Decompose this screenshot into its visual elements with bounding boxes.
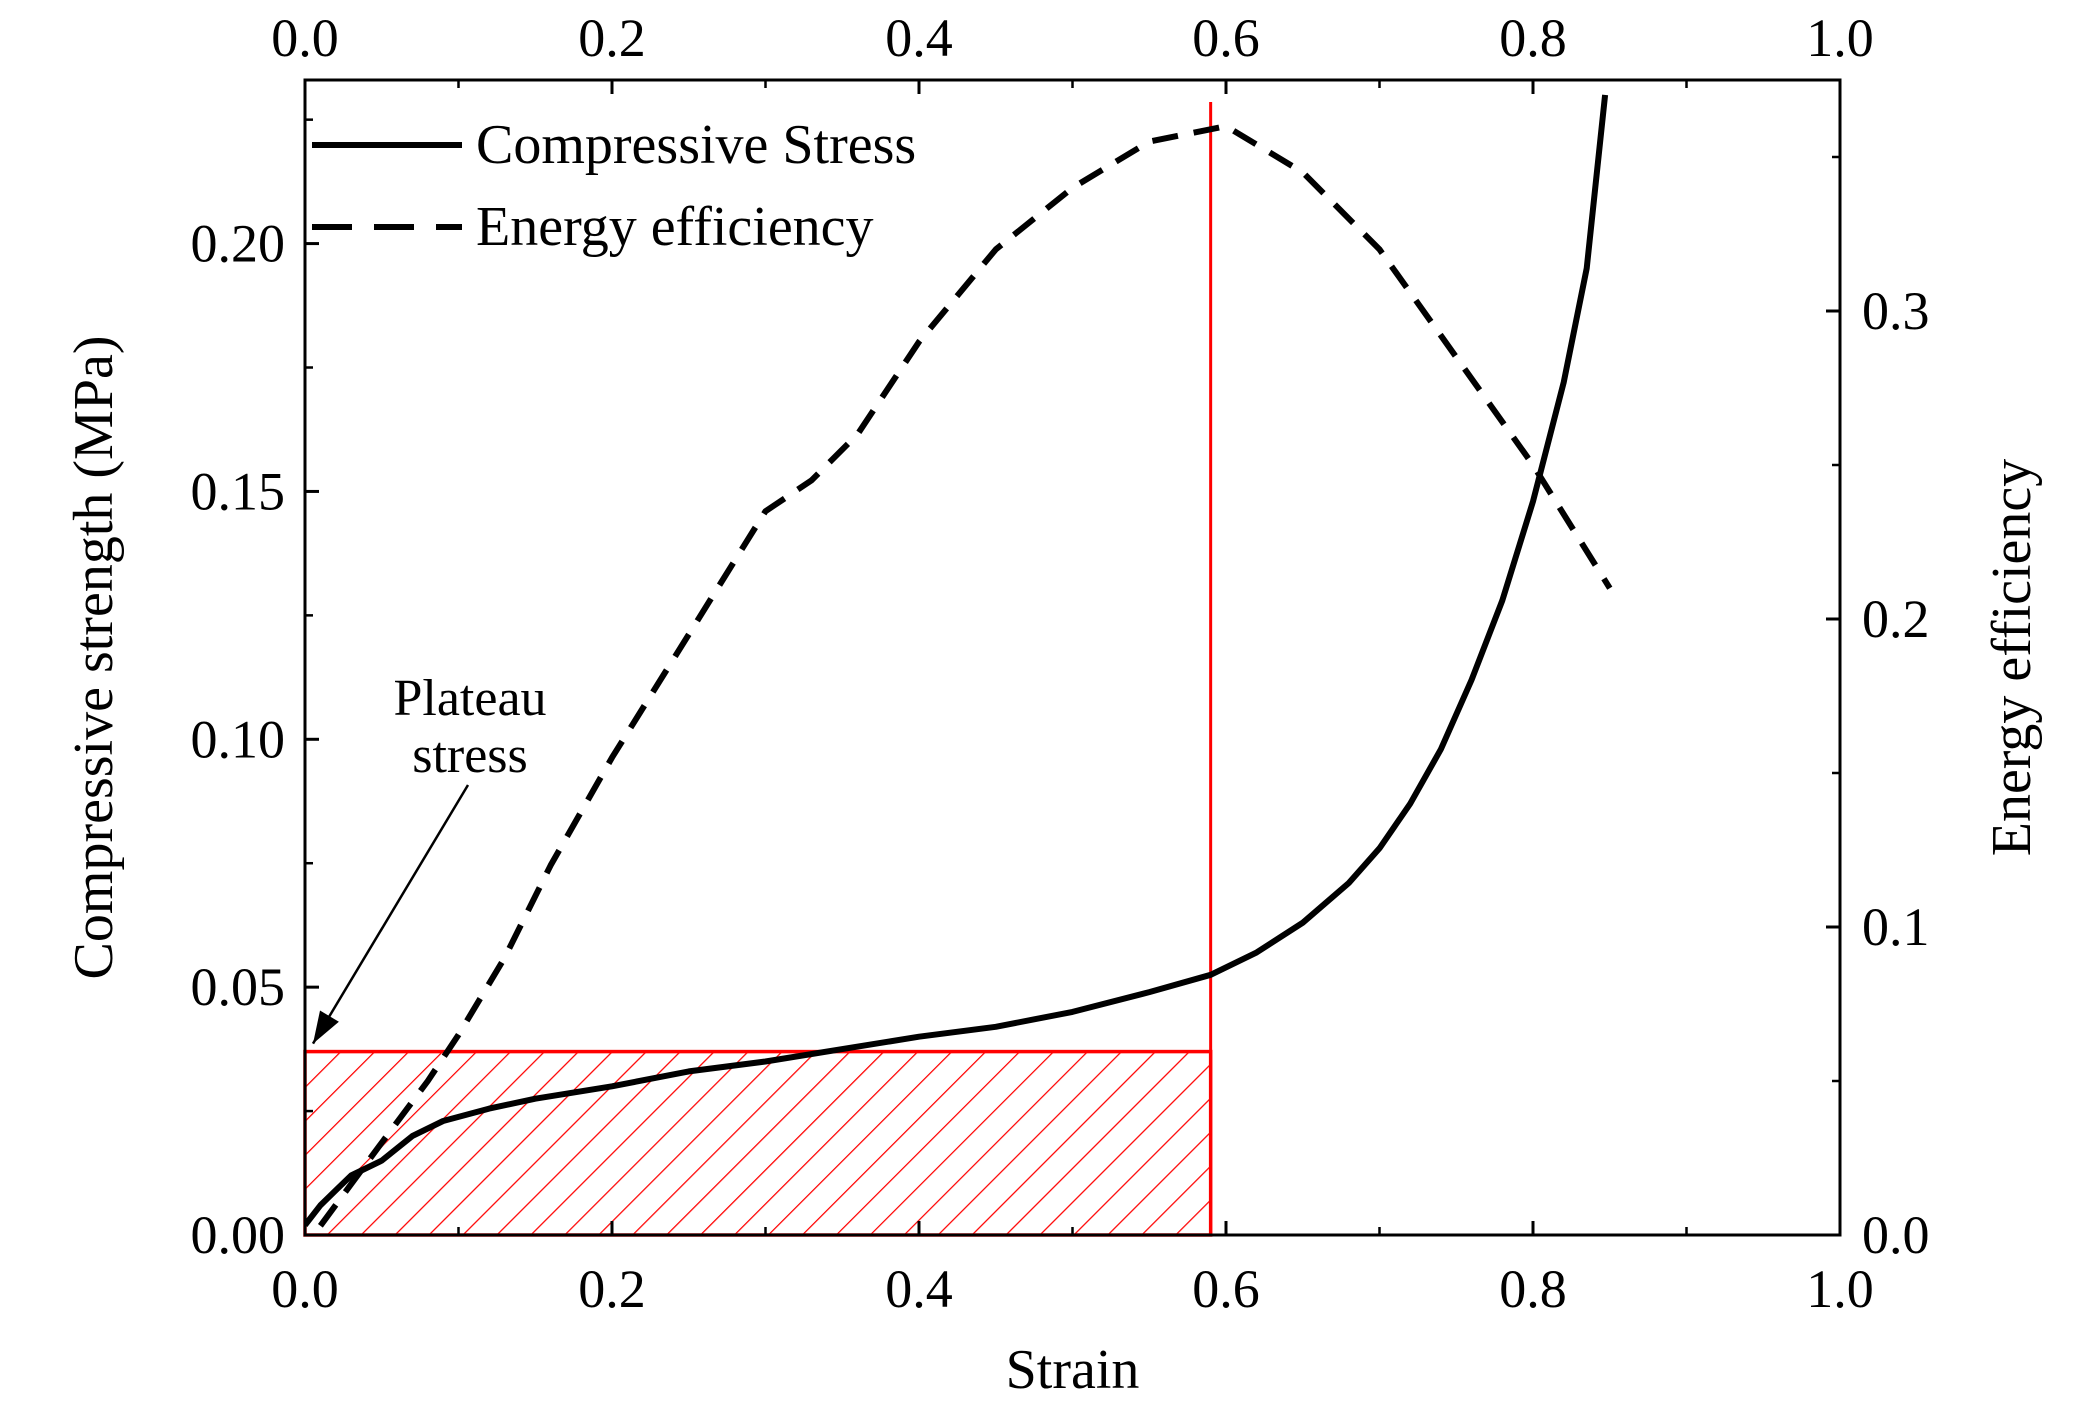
plateau-region bbox=[303, 1049, 1213, 1237]
y-tick-label: 0.15 bbox=[191, 461, 286, 521]
x-tick-label: 0.4 bbox=[885, 1259, 953, 1319]
x-top-tick-label: 0.2 bbox=[578, 8, 646, 68]
x-tick-label: 0.6 bbox=[1192, 1259, 1260, 1319]
annotation-line-1: Plateau bbox=[393, 670, 546, 727]
y-tick-label: 0.05 bbox=[191, 957, 286, 1017]
x-top-tick-label: 0.4 bbox=[885, 8, 953, 68]
y2-tick-label: 0.1 bbox=[1862, 897, 1930, 957]
x-tick-label: 0.8 bbox=[1499, 1259, 1567, 1319]
y-tick-label: 0.10 bbox=[191, 709, 286, 769]
x-axis-title: Strain bbox=[1006, 1339, 1140, 1401]
x-tick-label: 0.0 bbox=[271, 1259, 339, 1319]
compressive-stress-line bbox=[305, 94, 1609, 1227]
y2-tick-label: 0.0 bbox=[1862, 1205, 1930, 1265]
y2-tick-label: 0.2 bbox=[1862, 589, 1930, 649]
x-top-tick-label: 0.6 bbox=[1192, 8, 1260, 68]
x-tick-label: 1.0 bbox=[1806, 1259, 1874, 1319]
y-tick-label: 0.00 bbox=[191, 1205, 286, 1265]
legend-label: Energy efficiency bbox=[476, 196, 874, 258]
y-tick-label: 0.20 bbox=[191, 214, 286, 274]
x-tick-label: 0.2 bbox=[578, 1259, 646, 1319]
annotation-arrow bbox=[311, 784, 470, 1045]
energy-efficiency-line bbox=[317, 123, 1613, 1228]
x-top-tick-label: 0.0 bbox=[271, 8, 339, 68]
x-top-tick-label: 0.8 bbox=[1499, 8, 1567, 68]
y-axis-title: Compressive strength (MPa) bbox=[63, 336, 125, 980]
legend-label: Compressive Stress bbox=[476, 114, 916, 176]
annotation-arrowhead bbox=[313, 1010, 339, 1044]
y2-tick-label: 0.3 bbox=[1862, 281, 1930, 341]
x-top-tick-label: 1.0 bbox=[1806, 8, 1874, 68]
y2-axis-title: Energy efficiency bbox=[1981, 459, 2043, 857]
annotation-line-2: stress bbox=[412, 727, 528, 784]
